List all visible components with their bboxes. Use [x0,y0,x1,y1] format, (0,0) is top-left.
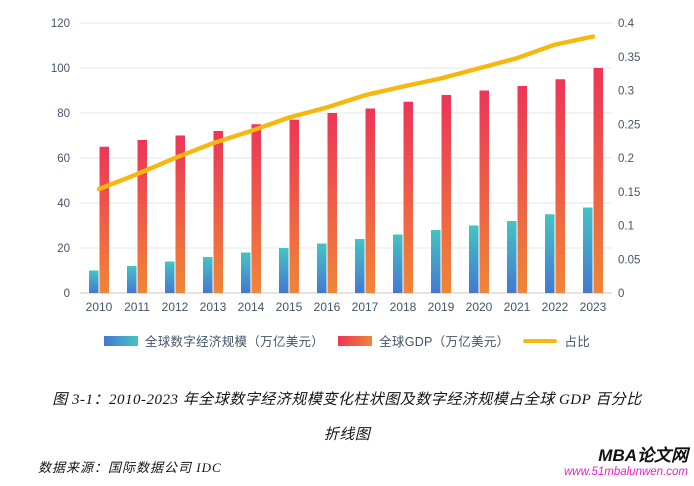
bar-digital-2013 [203,257,213,293]
ratio-line [96,34,596,192]
right-axis-tick-label: 0.1 [618,221,634,233]
x-axis-tick-label: 2016 [314,300,341,314]
x-axis-tick-label: 2015 [276,300,303,314]
bar-digital-2010 [89,270,99,293]
x-axis-tick-label: 2021 [504,300,531,314]
watermark: MBA论文网 www.51mbalunwen.com [564,446,688,480]
x-axis-tick-label: 2013 [200,300,227,314]
figure-caption-line2: 折线图 [323,427,371,443]
x-axis-tick-label: 2019 [428,300,455,314]
bar-digital-2018 [393,234,403,293]
right-axis-tick-label: 0.05 [618,254,640,266]
legend-label-ratio: 占比 [564,335,591,349]
bar-gdp-2021 [517,86,527,293]
left-axis-tick-label: 0 [64,288,70,300]
right-axis-tick-label: 0.2 [618,153,634,165]
x-axis-tick-label: 2020 [466,300,493,314]
bar-gdp-2015 [289,119,299,293]
bar-digital-2021 [507,221,517,293]
left-axis-tick-label: 60 [57,153,70,165]
bar-digital-2011 [127,266,137,293]
bar-digital-2012 [165,261,175,293]
watermark-site-url-link[interactable]: www.51mbalunwen.com [563,466,688,479]
bar-digital-2016 [317,243,327,293]
x-axis-tick-label: 2017 [352,300,379,314]
x-axis-tick-label: 2022 [542,300,569,314]
bar-digital-2019 [431,230,441,293]
x-axis-tick-label: 2014 [238,300,265,314]
legend-label-digital: 全球数字经济规模（万亿美元） [144,335,325,349]
bar-gdp-2011 [137,140,147,293]
legend-item-ratio: 占比 [523,331,590,350]
x-axis-tick-label: 2018 [390,300,417,314]
figure-caption-line1: 图 3-1：2010-2023 年全球数字经济规模变化柱状图及数字经济规模占全球… [52,392,642,408]
chart-legend: 全球数字经济规模（万亿美元） 全球GDP（万亿美元） 占比 [0,331,694,350]
right-axis-tick-label: 0.25 [618,119,640,131]
right-axis-tick-label: 0.15 [618,187,640,199]
x-axis-tick-label: 2011 [124,300,150,314]
left-axis-tick-label: 20 [57,243,70,255]
bar-digital-2020 [469,225,479,293]
legend-line-swatch-ratio-icon [523,338,558,343]
bar-digital-2023 [583,207,593,293]
bar-digital-2015 [279,248,289,293]
bar-gdp-2019 [441,95,451,293]
bar-digital-2017 [355,239,365,293]
bar-digital-2022 [545,214,555,293]
bar-gdp-2016 [327,113,337,293]
right-axis-tick-label: 0.4 [618,18,635,30]
left-axis-tick-label: 120 [51,18,70,30]
bar-gdp-2022 [555,79,565,293]
bar-gdp-2023 [593,68,603,293]
x-axis-tick-label: 2012 [162,300,189,314]
left-axis-tick-label: 80 [57,108,70,120]
bar-gdp-2017 [365,108,375,293]
left-axis-tick-label: 100 [51,63,70,75]
data-source-note: 数据来源：国际数据公司 IDC [38,460,222,475]
bar-gdp-2014 [251,124,261,293]
watermark-site-name: MBA论文网 [598,446,688,465]
legend-item-digital: 全球数字经济规模（万亿美元） [103,331,325,350]
right-axis-tick-label: 0.3 [618,86,634,98]
right-axis-tick-label: 0 [618,288,624,300]
legend-label-gdp: 全球GDP（万亿美元） [379,335,510,349]
bar-digital-2014 [241,252,251,293]
bar-gdp-2012 [175,135,185,293]
legend-item-gdp: 全球GDP（万亿美元） [338,331,509,350]
combo-chart: 0 20 40 60 80 100 120 0 0.05 0.1 0.15 0.2 0.25 0.3 0.3… [51,18,641,314]
legend-swatch-digital-icon [103,335,138,346]
bar-gdp-2020 [479,90,489,293]
bar-gdp-2013 [213,131,223,293]
right-axis-tick-label: 0.35 [618,52,640,64]
legend-swatch-gdp-icon [338,335,373,346]
left-axis-tick-label: 40 [57,198,70,210]
bar-gdp-2010 [99,146,109,293]
x-axis-tick-label: 2010 [86,300,113,314]
bar-gdp-2018 [403,101,413,293]
x-axis-tick-label: 2023 [580,300,607,314]
